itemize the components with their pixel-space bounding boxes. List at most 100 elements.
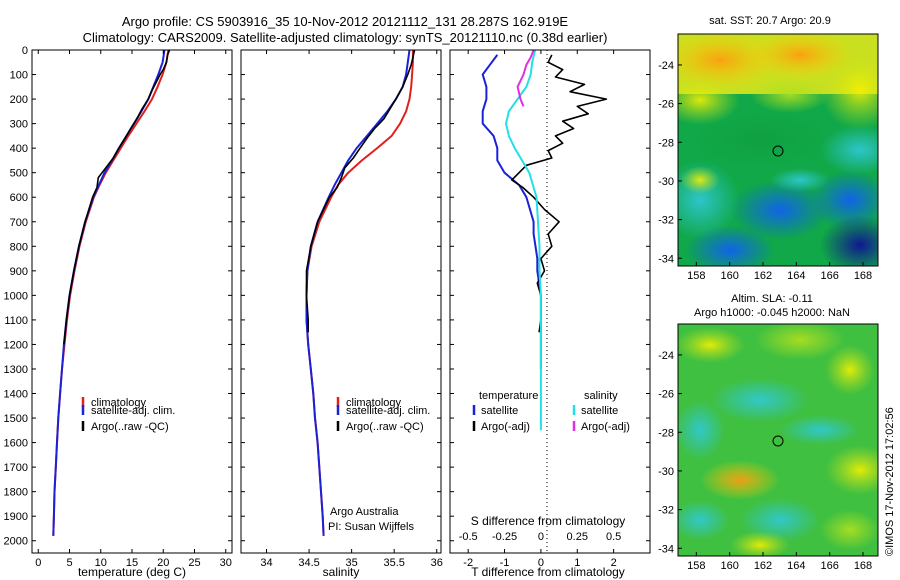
lat-tick-label: -24	[658, 60, 674, 72]
salinity-legend: climatology satellite-adj. clim. Argo(..…	[336, 397, 430, 433]
lon-tick-label: 168	[854, 270, 872, 282]
legend-label-s-satellite: satellite	[581, 405, 618, 417]
legend-label-t-argo: Argo(-adj)	[481, 421, 530, 433]
depth-tick-label: 400	[10, 143, 28, 155]
lat-tick-label: -26	[658, 389, 674, 401]
series-line-s-satellite	[505, 49, 542, 431]
x2-tick-label: 0.5	[606, 531, 621, 543]
depth-tick-label: 1600	[4, 438, 28, 450]
depth-tick-label: 1400	[4, 389, 28, 401]
depth-tick-label: 800	[10, 241, 28, 253]
x-tick-label: 35.5	[383, 557, 404, 569]
legend-title-temperature: temperature	[479, 390, 538, 402]
lon-tick-label: 158	[687, 560, 705, 572]
sst-argo-location-marker	[772, 145, 784, 157]
difference-x2label: S difference from climatology	[471, 514, 626, 528]
legend-label-argo: Argo(..raw -QC)	[91, 421, 169, 433]
x-tick-label: 10	[95, 557, 107, 569]
depth-tick-label: 1100	[4, 315, 28, 327]
x-tick-label: -2	[463, 557, 473, 569]
x-tick-label: 20	[157, 557, 169, 569]
lon-tick-label: 166	[820, 560, 838, 572]
legend-label-t-satellite: satellite	[481, 405, 518, 417]
lat-tick-label: -34	[658, 543, 674, 555]
depth-tick-label: 2000	[4, 536, 28, 548]
legend-label-climatology: climatology	[346, 397, 402, 409]
salinity-series	[305, 49, 416, 536]
depth-tick-label: 500	[10, 168, 28, 180]
lon-tick-label: 162	[754, 270, 772, 282]
depth-tick-label: 0	[22, 45, 28, 57]
series-line-argo-raw-qc-	[305, 49, 416, 333]
salinity-ticks: 34 34.5 35 35.5 36	[241, 49, 443, 569]
x-tick-label: 0	[538, 557, 544, 569]
lon-tick-label: 164	[787, 270, 805, 282]
sst-map-title: sat. SST: 20.7 Argo: 20.9	[709, 15, 831, 27]
difference-panel: -2 -1 0 1 2 -0.5 -0.25 0 0.25 0.5 T difference fr…	[449, 49, 651, 579]
legend-title-salinity: salinity	[584, 390, 618, 402]
x2-tick-label: -0.25	[492, 531, 517, 543]
lat-tick-label: -32	[658, 505, 674, 517]
sla-map: Altim. SLA: -0.11 Argo h1000: -0.045 h20…	[658, 293, 879, 572]
depth-tick-label: 700	[10, 217, 28, 229]
sla-map-title-line2: Argo h1000: -0.045 h2000: NaN	[694, 307, 850, 319]
series-line-t-argo-adj-	[510, 54, 608, 333]
sst-map-field	[678, 34, 878, 266]
x-tick-label: 0	[35, 557, 41, 569]
depth-tick-label: 100	[10, 70, 28, 82]
temperature-series	[52, 49, 171, 536]
x-tick-label: 15	[126, 557, 138, 569]
sla-map-ticks: 158 160 162 164 166 168 -24 -26 -28 -30 -32 -34	[658, 350, 872, 572]
series-line-t-satellite	[481, 54, 542, 369]
difference-xlabel: T difference from climatology	[471, 565, 625, 579]
depth-tick-label: 200	[10, 94, 28, 106]
depth-tick-label: 1500	[4, 413, 28, 425]
lat-tick-label: -26	[658, 99, 674, 111]
legend-label-satellite: satellite-adj. clim.	[346, 405, 430, 417]
legend-label-s-argo: Argo(-adj)	[581, 421, 630, 433]
lon-tick-label: 162	[754, 560, 772, 572]
temperature-ticks: 0100200300400500600700800900100011001200…	[4, 45, 232, 569]
x-tick-label: 34.5	[298, 557, 319, 569]
sst-map-ticks: 158 160 162 164 166 168 -24 -26 -28 -30 -32 -34	[658, 60, 872, 282]
lon-tick-label: 166	[820, 270, 838, 282]
sla-argo-location-marker	[772, 435, 784, 447]
x-tick-label: 35	[346, 557, 358, 569]
x-tick-label: 30	[220, 557, 232, 569]
lat-tick-label: -28	[658, 427, 674, 439]
sla-map-title-line1: Altim. SLA: -0.11	[731, 293, 813, 305]
lat-tick-label: -24	[658, 350, 674, 362]
salinity-axes-frame	[240, 49, 442, 554]
salinity-xlabel: salinity	[323, 565, 360, 579]
depth-tick-label: 1900	[4, 511, 28, 523]
salinity-panel: 34 34.5 35 35.5 36 salinity climatology sate…	[240, 49, 443, 579]
sla-map-field	[678, 324, 878, 556]
x-tick-label: -1	[500, 557, 510, 569]
imos-timestamp-stamp: ©IMOS 17-Nov-2012 17:02:56	[884, 407, 896, 556]
x2-tick-label: 0	[538, 531, 544, 543]
lon-tick-label: 160	[720, 270, 738, 282]
figure-title-line2: Climatology: CARS2009. Satellite-adjuste…	[83, 30, 608, 45]
x2-tick-label: 0.25	[567, 531, 588, 543]
x-tick-label: 2	[611, 557, 617, 569]
depth-tick-label: 1000	[4, 290, 28, 302]
depth-tick-label: 1300	[4, 364, 28, 376]
depth-tick-label: 1700	[4, 462, 28, 474]
x-tick-label: 5	[66, 557, 72, 569]
x-tick-label: 36	[431, 557, 443, 569]
lon-tick-label: 158	[687, 270, 705, 282]
difference-axes-frame	[449, 49, 651, 554]
x-tick-label: 25	[188, 557, 200, 569]
figure-title-line1: Argo profile: CS 5903916_35 10-Nov-2012 …	[122, 14, 569, 29]
temperature-axes-frame	[31, 49, 233, 554]
difference-ticks: -2 -1 0 1 2 -0.5 -0.25 0 0.25 0.5	[450, 49, 650, 569]
lat-tick-label: -28	[658, 137, 674, 149]
sst-map-frame	[677, 33, 879, 267]
depth-tick-label: 900	[10, 266, 28, 278]
credit-argo-australia: Argo Australia	[330, 506, 399, 518]
legend-label-climatology: climatology	[91, 397, 147, 409]
lat-tick-label: -30	[658, 176, 674, 188]
depth-tick-label: 1800	[4, 487, 28, 499]
temperature-legend: climatology satellite-adj. clim. Argo(..…	[81, 397, 175, 433]
